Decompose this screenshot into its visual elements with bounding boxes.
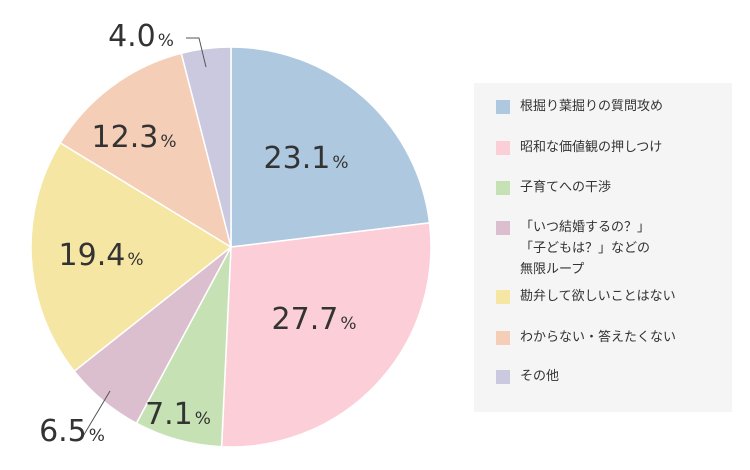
legend-item-4: 「いつ結婚するの？」 「子どもは？」などの 無限ループ (496, 219, 650, 280)
data-label-value: 27.7 (272, 302, 339, 337)
data-label-5: 19.4% (59, 238, 144, 273)
data-label-value: 23.1 (264, 141, 331, 176)
legend-label: その他 (520, 369, 560, 384)
data-label-value: 7.1 (145, 397, 193, 432)
legend-swatch (496, 141, 510, 155)
legend: 根掘り葉掘りの質問攻め 昭和な価値観の押しつけ 子育てへの干渉「いつ結婚するの？」 … (474, 83, 732, 412)
legend-label: 昭和な価値観の押しつけ (520, 140, 663, 155)
data-label-unit: % (160, 132, 176, 152)
pie-slice-2 (220, 222, 432, 448)
pie-slice-5 (30, 141, 233, 373)
legend-item-7: その他 (496, 368, 559, 387)
data-label-value: 4.0 (108, 19, 156, 54)
data-label-3: 7.1% (145, 397, 211, 432)
pie-slice-6 (59, 52, 233, 249)
legend-swatch (496, 331, 510, 345)
legend-swatch (496, 221, 510, 235)
data-label-1: 23.1% (264, 141, 349, 176)
legend-label: わからない・答えたくない (520, 330, 677, 345)
legend-item-2: 昭和な価値観の押しつけ (496, 139, 662, 158)
legend-item-6: わからない・答えたくない (496, 329, 676, 348)
data-label-unit: % (158, 31, 174, 51)
legend-label: 根掘り葉掘りの質問攻め (520, 99, 664, 114)
data-label-unit: % (89, 426, 105, 446)
pie-slice-7 (180, 46, 232, 248)
legend-item-5: 勘弁して欲しいことはない (496, 288, 676, 307)
data-label-unit: % (195, 409, 211, 429)
data-label-value: 6.5 (39, 414, 87, 449)
data-label-4: 6.5% (39, 414, 105, 449)
leader-line-4 (81, 390, 111, 439)
data-label-2: 27.7% (272, 302, 357, 337)
legend-swatch (496, 370, 510, 384)
data-label-unit: % (127, 250, 143, 270)
legend-label: 勘弁して欲しいことはない (520, 289, 676, 304)
legend-item-1: 根掘り葉掘りの質問攻め (496, 98, 663, 117)
legend-label: 「いつ結婚するの？」 「子どもは？」などの 無限ループ (520, 220, 651, 277)
data-label-unit: % (332, 153, 348, 173)
data-label-unit: % (340, 314, 356, 334)
data-label-value: 12.3 (92, 120, 159, 155)
legend-swatch (496, 100, 510, 114)
pie-slice-1 (230, 46, 431, 248)
data-label-7: 4.0% (108, 19, 174, 54)
legend-swatch (496, 181, 510, 195)
data-label-6: 12.3% (92, 120, 177, 155)
legend-item-3: 子育てへの干渉 (496, 179, 611, 198)
data-label-value: 19.4 (59, 238, 126, 273)
leader-line-7 (186, 37, 207, 68)
legend-label: 子育てへの干渉 (520, 180, 612, 195)
legend-swatch (496, 290, 510, 304)
